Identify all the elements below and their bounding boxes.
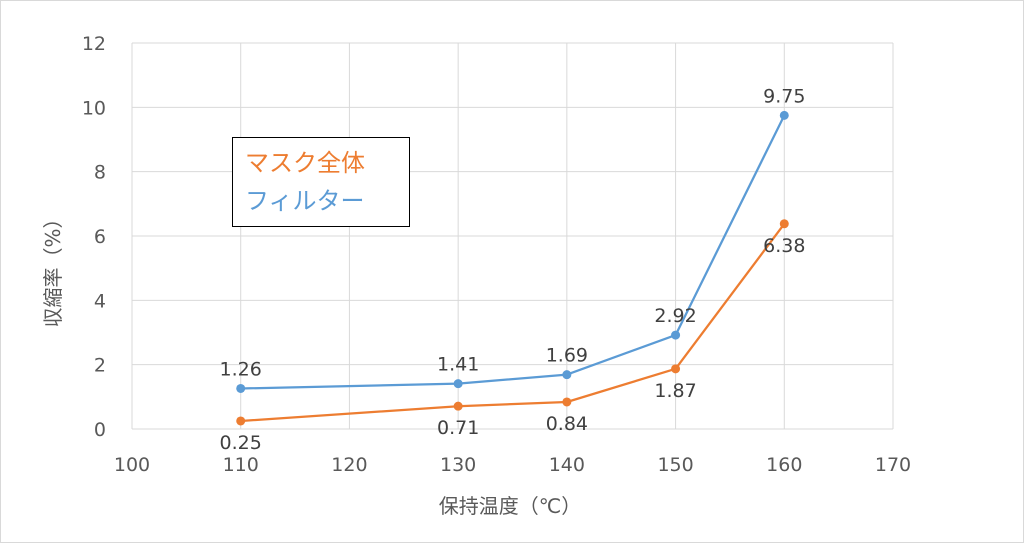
- y-tick-label: 0: [94, 419, 106, 441]
- x-axis-title: 保持温度（℃）: [439, 494, 581, 518]
- legend-item-filter: フィルター: [245, 187, 365, 215]
- data-label: 0.71: [437, 417, 479, 439]
- y-tick-label: 2: [94, 355, 106, 377]
- data-label: 0.25: [220, 432, 262, 454]
- data-label: 9.75: [763, 85, 805, 107]
- data-point: [779, 219, 789, 229]
- x-tick-label: 140: [549, 454, 585, 476]
- y-tick-label: 8: [94, 162, 106, 184]
- series-line-0: [240, 223, 786, 423]
- data-point: [453, 379, 463, 389]
- data-point: [671, 364, 681, 374]
- data-label: 1.26: [220, 358, 262, 380]
- data-point: [562, 370, 572, 380]
- data-points: [236, 110, 789, 426]
- data-point: [671, 330, 681, 340]
- data-point: [236, 383, 246, 393]
- x-tick-label: 130: [440, 454, 476, 476]
- y-tick-label: 12: [82, 33, 106, 55]
- x-tick-label: 100: [114, 454, 150, 476]
- data-label: 1.41: [437, 354, 479, 376]
- x-tick-label: 150: [657, 454, 693, 476]
- data-point: [562, 397, 572, 407]
- y-tick-label: 6: [94, 226, 106, 248]
- y-axis-title: 収縮率（%）: [41, 208, 65, 327]
- legend-item-mask: マスク全体: [245, 149, 365, 177]
- x-tick-label: 110: [223, 454, 259, 476]
- data-label: 1.87: [654, 380, 696, 402]
- legend: マスク全体 フィルター: [232, 137, 410, 227]
- x-tick-label: 120: [331, 454, 367, 476]
- data-labels: 0.25 0.71 0.84 1.87 6.38 1.26 1.41 1.69 2.92 9.75: [220, 85, 806, 454]
- y-tick-label: 4: [94, 290, 106, 312]
- x-tick-labels: 100 110 120 130 140 150 160 170: [114, 454, 911, 476]
- data-label: 0.84: [546, 413, 588, 435]
- data-label: 2.92: [654, 305, 696, 327]
- data-label: 6.38: [763, 235, 805, 257]
- data-point: [779, 110, 789, 120]
- x-tick-label: 170: [875, 454, 911, 476]
- gridlines: [131, 42, 894, 430]
- x-tick-label: 160: [766, 454, 802, 476]
- data-point: [236, 416, 246, 426]
- data-point: [453, 401, 463, 411]
- data-label: 1.69: [546, 345, 588, 367]
- y-tick-labels: 0 2 4 6 8 10 12: [82, 33, 106, 441]
- y-tick-label: 10: [82, 97, 106, 119]
